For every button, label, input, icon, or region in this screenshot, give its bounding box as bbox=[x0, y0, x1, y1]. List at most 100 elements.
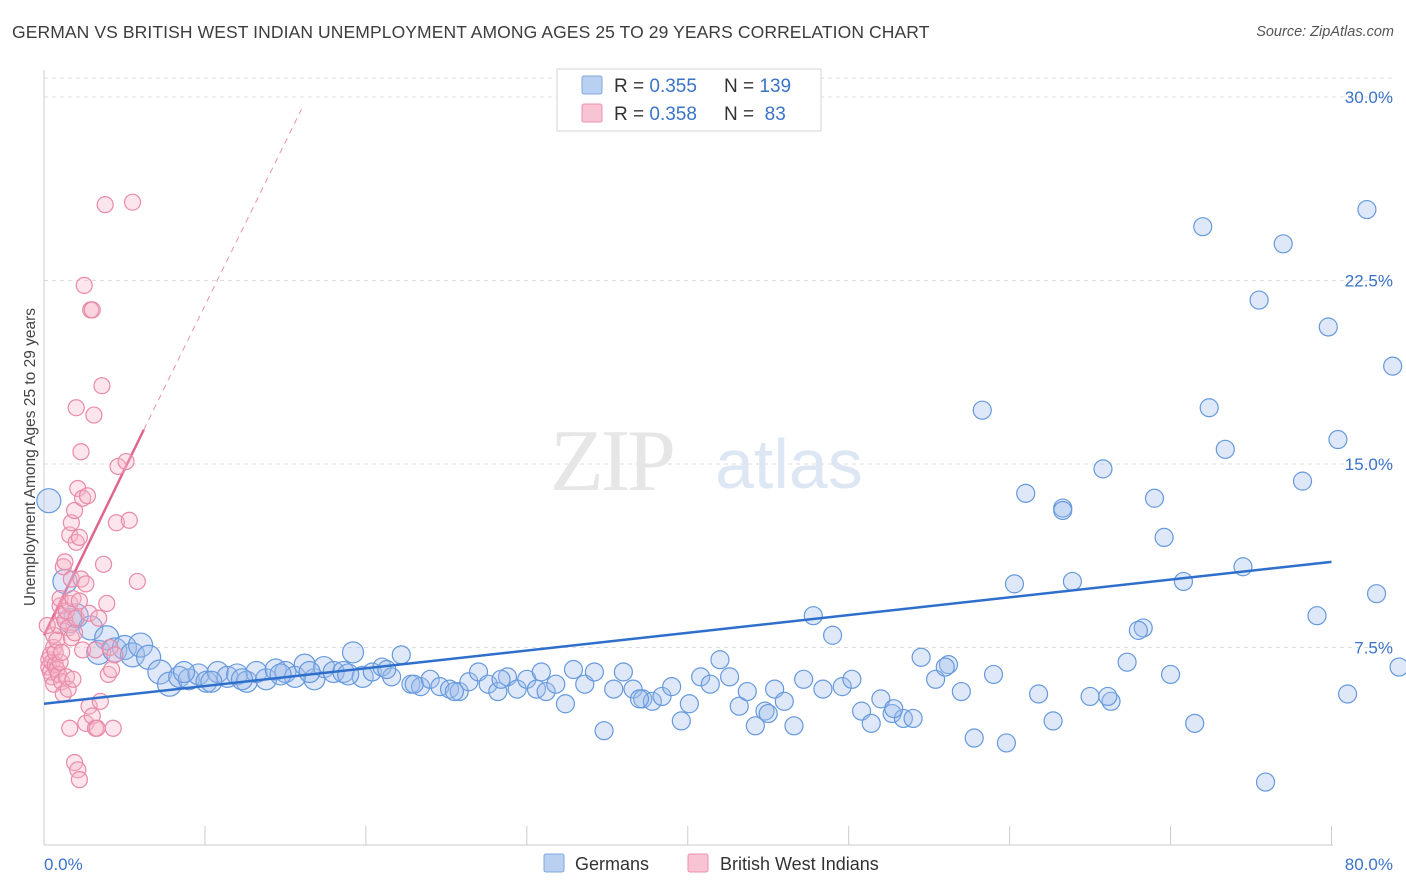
germans-point bbox=[755, 701, 775, 721]
chart-title: GERMAN VS BRITISH WEST INDIAN UNEMPLOYME… bbox=[12, 22, 930, 42]
legend-n-value-germans: 139 bbox=[759, 76, 791, 97]
british-west-indians-point bbox=[94, 555, 113, 573]
germans-point bbox=[871, 689, 891, 709]
british-west-indians-point bbox=[74, 489, 92, 507]
germans-point bbox=[671, 711, 691, 731]
watermark: ZIP atlas bbox=[550, 413, 863, 510]
bottom-legend-label-germans: Germans bbox=[575, 854, 649, 874]
germans-point bbox=[652, 686, 672, 707]
germans-point bbox=[951, 681, 971, 702]
british-west-indians-point bbox=[117, 452, 135, 471]
british-west-indians-point bbox=[88, 719, 106, 737]
svg-text:N = 139: N = 139 bbox=[724, 76, 791, 97]
british-west-indians-point bbox=[78, 487, 97, 505]
germans-point bbox=[719, 667, 740, 687]
germans-point bbox=[1080, 686, 1100, 707]
germans-point bbox=[893, 708, 914, 729]
germans-point bbox=[1093, 459, 1113, 479]
svg-text:R = 0.358: R = 0.358 bbox=[614, 104, 697, 125]
germans-point bbox=[119, 642, 146, 668]
germans-point bbox=[449, 681, 469, 702]
germans-point bbox=[1173, 571, 1194, 592]
germans-point bbox=[1366, 584, 1387, 604]
germans-point bbox=[737, 681, 757, 702]
germans-point bbox=[623, 679, 643, 699]
germans-point bbox=[813, 679, 833, 699]
germans-point bbox=[938, 655, 959, 675]
germans-point bbox=[478, 674, 498, 694]
germans-point bbox=[983, 664, 1004, 685]
germans-point bbox=[1199, 398, 1219, 418]
british-west-indians-point bbox=[38, 616, 56, 635]
british-west-indians-point bbox=[67, 399, 85, 417]
germans-point bbox=[1053, 500, 1073, 521]
germans-point bbox=[700, 674, 720, 694]
germans-point bbox=[377, 659, 397, 680]
germans-point bbox=[1016, 483, 1036, 503]
british-west-indians-point bbox=[80, 604, 98, 622]
germans-point bbox=[822, 625, 843, 645]
germans-point bbox=[911, 647, 931, 667]
gridlines bbox=[44, 77, 1393, 648]
british-west-indians-point bbox=[86, 641, 105, 659]
germans-point bbox=[488, 681, 508, 702]
germans-point bbox=[404, 674, 424, 694]
british-west-indians-point bbox=[128, 572, 146, 591]
germans-point bbox=[1337, 684, 1358, 704]
germans-point bbox=[200, 670, 223, 693]
germans-point bbox=[1292, 471, 1313, 491]
british-west-indians-point bbox=[65, 624, 84, 642]
germans-point bbox=[1357, 199, 1377, 220]
british-west-indians-point bbox=[99, 665, 117, 684]
bottom-legend-label-british-west-indians: British West Indians bbox=[720, 854, 879, 874]
germans-point bbox=[832, 677, 852, 697]
source-credit: Source: ZipAtlas.com bbox=[1256, 24, 1394, 40]
british-west-indians-point bbox=[85, 406, 103, 424]
germans-point bbox=[546, 674, 566, 694]
x-tick-label-min: 0.0% bbox=[44, 855, 83, 874]
y-tick-label: 7.5% bbox=[1354, 639, 1393, 658]
british-west-indians-point bbox=[56, 553, 74, 571]
germans-point bbox=[710, 650, 730, 670]
germans-point bbox=[604, 679, 624, 699]
germans-point bbox=[351, 665, 374, 688]
x-ticks bbox=[43, 826, 1332, 845]
germans-point bbox=[391, 645, 411, 665]
germans-point bbox=[1383, 356, 1403, 376]
british-west-indians-point bbox=[120, 511, 138, 529]
legend-r-value-british-west-indians: 0.358 bbox=[649, 104, 697, 125]
british-west-indians-point bbox=[98, 594, 116, 613]
germans-point bbox=[691, 667, 711, 687]
british-west-indians-point bbox=[67, 609, 85, 627]
british-west-indians-point bbox=[72, 443, 90, 461]
germans-point bbox=[1160, 664, 1181, 685]
germans-point bbox=[1028, 684, 1049, 704]
germans-point bbox=[1117, 652, 1137, 672]
british-west-indians-point bbox=[70, 592, 89, 610]
germans-point bbox=[679, 694, 699, 714]
germans-point bbox=[1255, 772, 1276, 792]
germans-point bbox=[1062, 571, 1082, 592]
germans-point bbox=[996, 733, 1017, 753]
bottom-legend-swatch-germans bbox=[543, 853, 565, 873]
british-west-indians-point bbox=[75, 276, 93, 294]
british-west-indians-point bbox=[104, 719, 122, 737]
british-west-indians-point bbox=[61, 719, 79, 737]
germans-point bbox=[1128, 620, 1148, 640]
british-west-indians-point bbox=[70, 771, 89, 789]
germans-point bbox=[1144, 488, 1165, 508]
germans-point bbox=[127, 632, 154, 658]
y-tick-label: 15.0% bbox=[1345, 455, 1393, 474]
british-west-indians-points bbox=[38, 193, 146, 789]
british-west-indians-point bbox=[70, 528, 89, 547]
germans-point bbox=[842, 669, 862, 689]
legend-n-label-british-west-indians: N = bbox=[724, 104, 759, 125]
germans-point bbox=[803, 606, 823, 626]
british-west-indians-point bbox=[107, 514, 126, 532]
germans-point bbox=[903, 708, 923, 729]
germans-point bbox=[794, 669, 814, 689]
legend-swatch-british-west-indians bbox=[581, 103, 603, 123]
legend-r-label-germans: R = bbox=[614, 76, 649, 97]
germans-point bbox=[1307, 606, 1327, 626]
